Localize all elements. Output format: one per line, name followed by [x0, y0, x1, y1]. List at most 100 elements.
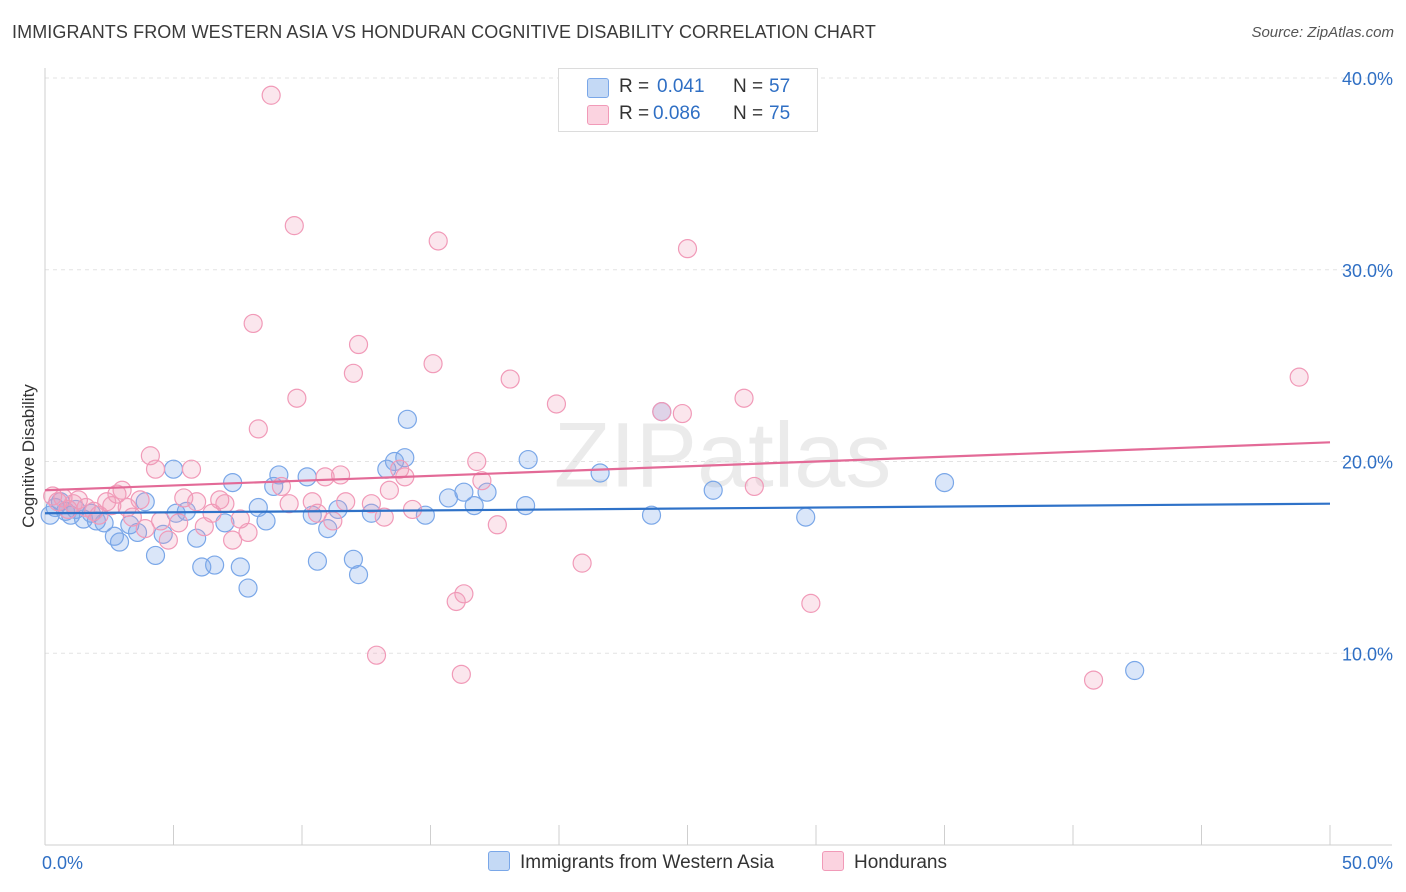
point-hondurans [734, 388, 754, 408]
y-tick-label: 20.0% [1342, 453, 1393, 473]
legend-swatch-western-asia [587, 78, 609, 98]
point-hondurans [446, 591, 466, 612]
point-hondurans [374, 507, 394, 527]
point-hondurans [467, 451, 487, 472]
point-hondurans [169, 513, 189, 533]
point-hondurans [151, 511, 171, 531]
legend-r-value: 0.041 [657, 76, 705, 97]
point-hondurans [323, 511, 343, 531]
point-hondurans [330, 465, 351, 485]
bottom-legend-swatch-western-asia [488, 851, 510, 871]
point-hondurans [801, 593, 821, 613]
point-hondurans [187, 492, 207, 512]
bottom-legend-hondurans: Hondurans [822, 851, 947, 874]
axes [44, 68, 1392, 846]
point-hondurans [215, 494, 235, 514]
point-hondurans [500, 369, 520, 389]
point-hondurans [379, 480, 399, 500]
point-hondurans [284, 216, 304, 236]
y-tick-label: 30.0% [1342, 261, 1393, 281]
point-hondurans [238, 522, 258, 543]
point-western-asia [464, 496, 484, 516]
point-western-asia [215, 513, 235, 533]
point-western-asia [395, 448, 415, 468]
point-hondurans [315, 467, 335, 487]
point-hondurans [107, 484, 127, 504]
point-western-asia [328, 499, 348, 520]
x-tick-labels: 0.0% 50.0% [42, 853, 1393, 873]
point-hondurans [248, 419, 268, 439]
y-tick-labels: 10.0% 20.0% 30.0% 40.0% [1342, 69, 1393, 664]
point-hondurans [423, 354, 443, 374]
point-western-asia [397, 409, 417, 429]
points [40, 85, 1309, 690]
point-hondurans [84, 501, 104, 521]
point-western-asia [109, 532, 130, 552]
point-hondurans [1289, 367, 1309, 387]
point-western-asia [641, 505, 662, 525]
point-hondurans [135, 519, 155, 539]
point-western-asia [187, 528, 207, 548]
point-western-asia [163, 459, 184, 479]
point-hondurans [572, 553, 592, 573]
point-western-asia [454, 482, 474, 502]
point-western-asia [703, 480, 723, 500]
point-western-asia [343, 549, 363, 569]
bottom-legend-label: Hondurans [854, 852, 947, 873]
legend-r-value: 0.086 [653, 103, 701, 124]
point-hondurans [546, 394, 567, 414]
point-hondurans [174, 488, 194, 508]
point-hondurans [366, 645, 387, 665]
y-tick-label: 10.0% [1342, 644, 1393, 664]
point-western-asia [145, 545, 166, 566]
point-western-asia [230, 557, 250, 577]
point-hondurans [158, 530, 178, 550]
point-hondurans [428, 231, 448, 251]
point-hondurans [130, 490, 150, 510]
bottom-legend-label: Immigrants from Western Asia [520, 852, 775, 873]
point-western-asia [348, 565, 369, 585]
point-hondurans [307, 503, 328, 523]
point-western-asia [205, 555, 225, 575]
point-western-asia [256, 511, 276, 531]
legend-n-label: N = [733, 76, 764, 97]
point-western-asia [104, 526, 124, 546]
point-western-asia [590, 463, 610, 483]
point-hondurans [454, 584, 474, 604]
point-hondurans [652, 402, 672, 422]
point-hondurans [102, 496, 122, 516]
point-hondurans [223, 530, 243, 550]
point-hondurans [279, 494, 299, 514]
point-hondurans [210, 490, 230, 510]
point-western-asia [307, 551, 328, 571]
legend-r-label: R = [619, 103, 650, 124]
point-hondurans [112, 480, 132, 500]
legend-n-label: N = [733, 103, 764, 124]
point-western-asia [518, 449, 538, 470]
x-tick-label: 50.0% [1342, 853, 1393, 873]
point-western-asia [515, 496, 536, 516]
gridlines [45, 77, 1392, 654]
point-hondurans [472, 471, 492, 491]
x-tick-label: 0.0% [42, 853, 83, 873]
point-western-asia [1125, 660, 1145, 681]
trend-line-western-asia [44, 502, 1331, 515]
point-western-asia [297, 467, 317, 487]
y-tick-label: 40.0% [1342, 69, 1393, 89]
point-hondurans [677, 239, 698, 259]
bottom-legend-western-asia: Immigrants from Western Asia [488, 851, 774, 874]
trend-lines [44, 441, 1331, 515]
point-hondurans [487, 515, 507, 535]
bottom-legend-swatch-hondurans [822, 851, 844, 871]
source-label: Source: ZipAtlas.com [1251, 24, 1394, 41]
point-western-asia [238, 578, 258, 598]
point-western-asia [269, 465, 289, 485]
point-hondurans [181, 459, 202, 479]
point-western-asia [796, 507, 816, 527]
y-axis-label: Cognitive Disability [19, 384, 38, 528]
point-hondurans [261, 85, 281, 105]
point-hondurans [1083, 670, 1104, 690]
chart-title: IMMIGRANTS FROM WESTERN ASIA VS HONDURAN… [12, 22, 877, 42]
point-hondurans [361, 494, 381, 514]
